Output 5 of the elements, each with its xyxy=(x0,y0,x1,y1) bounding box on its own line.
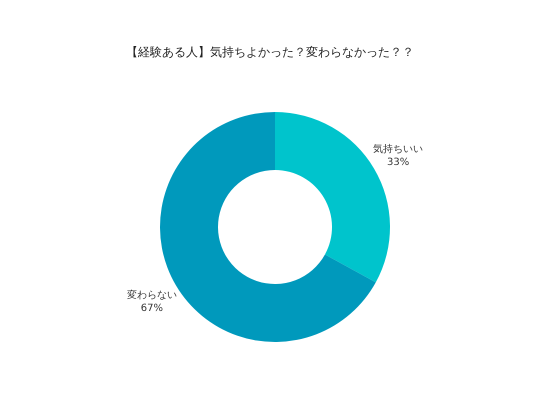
slice-label: 気持ちいい xyxy=(373,143,424,156)
data-label: 67% xyxy=(140,302,164,314)
chart-title: 【経験ある人】気持ちよかった？変わらなかった？？ xyxy=(125,44,415,61)
slice-label: 変わらない xyxy=(126,288,177,301)
data-label: 33% xyxy=(386,157,410,168)
